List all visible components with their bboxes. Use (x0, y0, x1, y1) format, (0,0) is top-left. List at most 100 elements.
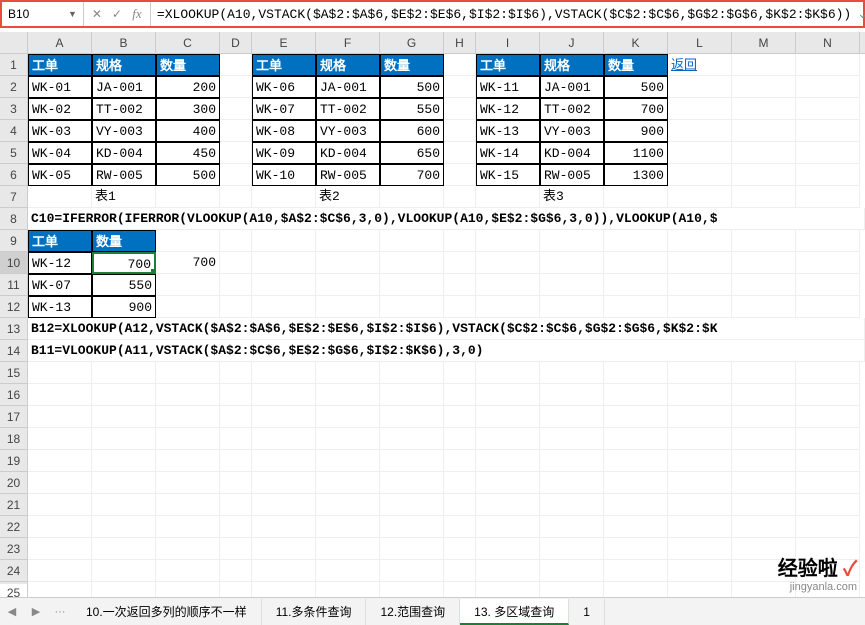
cell[interactable] (732, 98, 796, 120)
cell[interactable] (220, 252, 252, 274)
table-header[interactable]: 数量 (604, 54, 668, 76)
name-box[interactable]: ▼ (2, 2, 84, 26)
sheet-tab[interactable]: 12.范围查询 (366, 599, 460, 625)
cell[interactable] (540, 538, 604, 560)
row-header[interactable]: 5 (0, 142, 28, 164)
cell[interactable] (604, 252, 668, 274)
column-header[interactable]: F (316, 32, 380, 53)
cell[interactable] (316, 296, 380, 318)
cell[interactable] (316, 230, 380, 252)
cell[interactable] (732, 230, 796, 252)
cell[interactable]: 550 (92, 274, 156, 296)
cell[interactable] (316, 274, 380, 296)
cell[interactable] (252, 450, 316, 472)
cell[interactable] (668, 538, 732, 560)
cell[interactable] (604, 560, 668, 582)
cell[interactable] (156, 384, 220, 406)
cell[interactable]: 450 (156, 142, 220, 164)
cell[interactable]: WK-08 (252, 120, 316, 142)
cell[interactable] (92, 538, 156, 560)
cell[interactable] (476, 428, 540, 450)
cell[interactable] (220, 362, 252, 384)
cell[interactable] (156, 516, 220, 538)
accept-icon[interactable]: ✓ (108, 5, 126, 23)
column-header[interactable]: H (444, 32, 476, 53)
tab-more-icon[interactable]: ··· (48, 606, 72, 618)
column-header[interactable]: A (28, 32, 92, 53)
table-header[interactable]: 数量 (156, 54, 220, 76)
cell[interactable]: WK-07 (28, 274, 92, 296)
cell[interactable] (444, 274, 476, 296)
cell[interactable] (316, 494, 380, 516)
cell[interactable] (28, 494, 92, 516)
cell[interactable] (380, 516, 444, 538)
cell[interactable]: WK-13 (28, 296, 92, 318)
cell[interactable] (316, 538, 380, 560)
row-header[interactable]: 24 (0, 560, 28, 582)
cell[interactable] (156, 274, 220, 296)
cell[interactable] (220, 516, 252, 538)
cell[interactable] (732, 296, 796, 318)
cell[interactable] (444, 252, 476, 274)
cell[interactable]: WK-12 (28, 252, 92, 274)
fx-icon[interactable]: fx (128, 5, 146, 23)
cell[interactable] (796, 296, 860, 318)
sheet-tab[interactable]: 10.一次返回多列的顺序不一样 (72, 599, 262, 625)
cell[interactable] (604, 450, 668, 472)
cell[interactable] (316, 560, 380, 582)
cell[interactable]: JA-001 (540, 76, 604, 98)
cell[interactable] (540, 384, 604, 406)
cell[interactable] (252, 538, 316, 560)
cell[interactable] (796, 362, 860, 384)
cell[interactable] (92, 494, 156, 516)
cell[interactable]: WK-05 (28, 164, 92, 186)
cell[interactable] (604, 186, 668, 208)
cell[interactable] (732, 450, 796, 472)
cell[interactable]: 650 (380, 142, 444, 164)
cell[interactable] (796, 406, 860, 428)
cell[interactable]: KD-004 (540, 142, 604, 164)
cell[interactable]: 400 (156, 120, 220, 142)
cell[interactable] (732, 120, 796, 142)
column-header[interactable]: L (668, 32, 732, 53)
cell[interactable] (732, 560, 796, 582)
cell[interactable] (796, 164, 860, 186)
cell[interactable] (220, 186, 252, 208)
cell[interactable] (92, 516, 156, 538)
cell[interactable]: WK-01 (28, 76, 92, 98)
cell[interactable] (92, 384, 156, 406)
cell[interactable] (156, 230, 220, 252)
formula-input[interactable]: =XLOOKUP(A10,VSTACK($A$2:$A$6,$E$2:$E$6,… (151, 2, 857, 26)
table-label[interactable]: 表3 (540, 186, 604, 208)
cell[interactable] (668, 296, 732, 318)
cell[interactable] (476, 362, 540, 384)
cell[interactable]: 500 (380, 76, 444, 98)
column-header[interactable]: M (732, 32, 796, 53)
row-header[interactable]: 21 (0, 494, 28, 516)
chevron-down-icon[interactable]: ▼ (68, 9, 77, 19)
cell[interactable] (796, 98, 860, 120)
cell[interactable]: 300 (156, 98, 220, 120)
cell[interactable] (796, 252, 860, 274)
cell[interactable] (476, 230, 540, 252)
cell[interactable] (476, 406, 540, 428)
cell[interactable] (668, 186, 732, 208)
cell[interactable] (732, 186, 796, 208)
cell[interactable] (668, 516, 732, 538)
cell[interactable] (380, 296, 444, 318)
cell[interactable] (92, 560, 156, 582)
cell[interactable] (604, 428, 668, 450)
cell[interactable]: WK-09 (252, 142, 316, 164)
cell[interactable] (28, 450, 92, 472)
cell[interactable] (444, 428, 476, 450)
cell[interactable]: WK-07 (252, 98, 316, 120)
row-header[interactable]: 9 (0, 230, 28, 252)
row-header[interactable]: 22 (0, 516, 28, 538)
cell[interactable] (604, 538, 668, 560)
cell[interactable] (444, 98, 476, 120)
row-header[interactable]: 18 (0, 428, 28, 450)
cell[interactable] (668, 472, 732, 494)
cell[interactable] (220, 406, 252, 428)
table-header[interactable]: 数量 (380, 54, 444, 76)
cell[interactable] (220, 296, 252, 318)
